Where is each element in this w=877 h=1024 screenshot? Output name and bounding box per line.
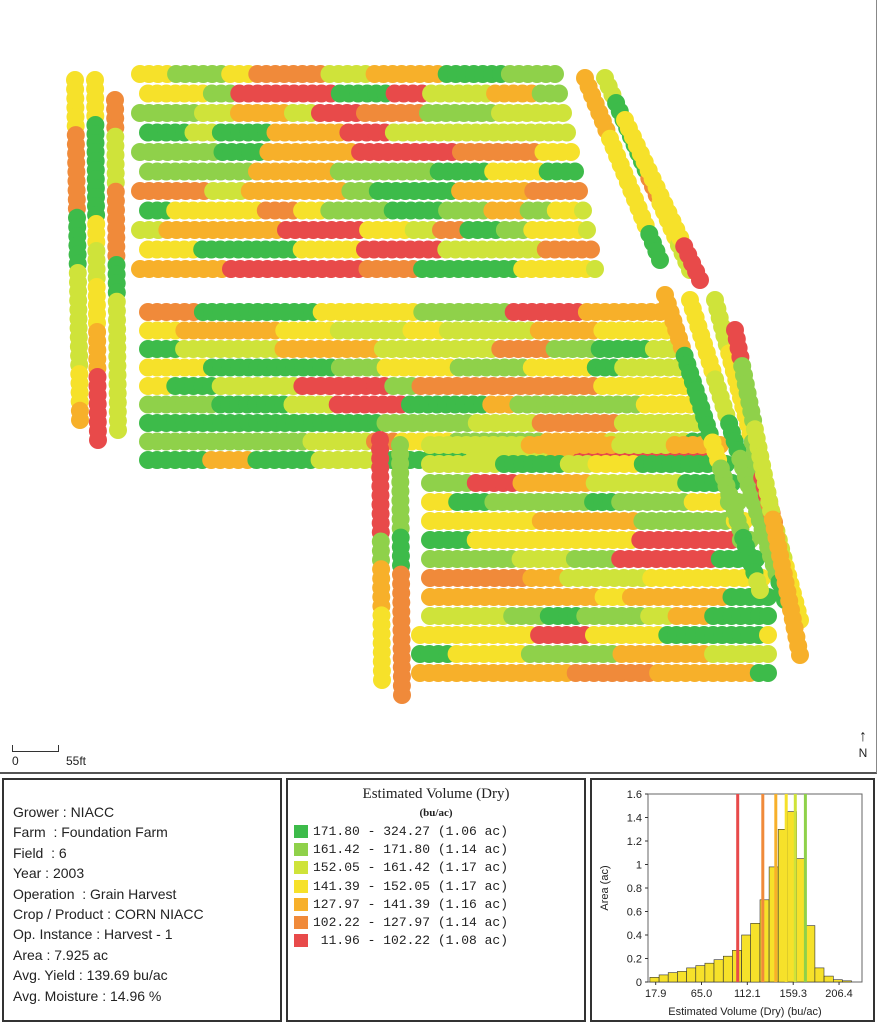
field-info-line: Avg. Moisture : 14.96 %: [13, 987, 162, 1004]
scale-distance-label: 55ft: [66, 754, 87, 768]
field-info-panel: Grower : NIACC Farm : Foundation Farm Fiel…: [2, 778, 282, 1022]
field-info-list: Grower : NIACC Farm : Foundation Farm Fiel…: [13, 802, 204, 1006]
yield-histogram: 0 0.2 0.4 0.6 0.8 1 1.2 1.4 1.6 17.9 65.0 112.1 159.…: [599, 789, 863, 1018]
histogram-bar: [814, 967, 825, 983]
histogram-bar: [667, 972, 678, 983]
histogram-bar: [704, 962, 715, 983]
histogram-bar: [695, 965, 706, 983]
histogram-bar: [677, 971, 687, 983]
x-tick-label: 206.4: [825, 988, 853, 1000]
legend-unit: (bu/ac): [419, 807, 453, 819]
north-label: N: [858, 746, 868, 760]
legend-range: 171.80 - 324.27 (1.06 ac): [313, 823, 509, 839]
y-tick-label: 0.6: [627, 907, 642, 919]
y-tick-label: 0.2: [627, 954, 642, 966]
legend-item: 161.42 - 171.80 (1.14 ac): [294, 840, 508, 858]
legend-title: Estimated Volume (Dry): [362, 786, 510, 802]
legend-item: 11.96 - 102.22 (1.08 ac): [294, 932, 508, 950]
legend-list: 171.80 - 324.27 (1.06 ac) 161.42 - 171.80…: [294, 822, 508, 950]
y-tick-label: 0.4: [627, 930, 642, 942]
scale-bar: [12, 745, 59, 752]
y-axis-label: Area (ac): [599, 865, 611, 910]
y-tick-label: 1.2: [627, 836, 642, 848]
field-info-line: Op. Instance : Harvest - 1: [13, 926, 173, 943]
legend-range: 161.42 - 171.80 (1.14 ac): [313, 841, 509, 857]
legend-swatch: [294, 879, 308, 893]
legend-item: 152.05 - 161.42 (1.17 ac): [294, 859, 508, 877]
legend-swatch: [294, 934, 308, 948]
north-arrow: ↑ N: [856, 728, 870, 760]
field-info-line: Crop / Product : CORN NIACC: [13, 906, 204, 923]
legend-swatch: [294, 824, 308, 838]
y-tick-label: 0.8: [627, 883, 642, 895]
legend-swatch: [294, 861, 308, 875]
field-info-line: Operation : Grain Harvest: [13, 885, 177, 902]
field-info-line: Avg. Yield : 139.69 bu/ac: [13, 967, 168, 984]
histogram-bar: [713, 959, 724, 983]
legend-range: 152.05 - 161.42 (1.17 ac): [313, 860, 509, 876]
north-arrow-icon: ↑: [859, 728, 867, 745]
y-tick-label: 1.4: [627, 813, 642, 825]
x-axis-label: Estimated Volume (Dry) (bu/ac): [668, 1006, 821, 1018]
histogram-bar: [741, 934, 752, 983]
yield-map: [66, 65, 809, 704]
scale-zero-label: 0: [12, 754, 19, 768]
histogram-bar: [649, 977, 660, 983]
legend-range: 141.39 - 152.05 (1.17 ac): [313, 878, 509, 894]
histogram-bar: [823, 975, 834, 983]
yield-map-panel: 0 55ft ↑ N: [0, 0, 877, 774]
harvest-passes: [66, 65, 809, 704]
legend-item: 102.22 - 127.97 (1.14 ac): [294, 913, 508, 931]
y-tick-label: 0: [636, 977, 642, 989]
y-tick-label: 1: [636, 860, 642, 872]
histogram-bar: [833, 979, 843, 983]
x-tick-label: 17.9: [645, 988, 666, 1000]
legend-panel: Estimated Volume (Dry) (bu/ac) 171.80 - …: [286, 778, 586, 1022]
legend-item: 127.97 - 141.39 (1.16 ac): [294, 895, 508, 913]
legend-range: 127.97 - 141.39 (1.16 ac): [313, 896, 509, 912]
x-tick-label: 112.1: [734, 988, 761, 1000]
field-info-line: Year : 2003: [13, 865, 85, 882]
legend-swatch: [294, 842, 308, 856]
legend-swatch: [294, 916, 308, 930]
x-tick-label: 65.0: [691, 988, 712, 1000]
field-info-line: Field : 6: [13, 844, 67, 861]
field-info-line: Grower : NIACC: [13, 804, 115, 820]
field-info-line: Area : 7.925 ac: [13, 946, 108, 963]
histogram-panel: 0 0.2 0.4 0.6 0.8 1 1.2 1.4 1.6 17.9 65.0 112.1 159.…: [590, 778, 875, 1022]
histogram-bar: [686, 967, 696, 983]
legend-range: 102.22 - 127.97 (1.14 ac): [313, 915, 509, 931]
legend-item: 171.80 - 324.27 (1.06 ac): [294, 822, 508, 840]
histogram-bar: [723, 955, 733, 983]
histogram-bar: [805, 925, 816, 983]
legend-item: 141.39 - 152.05 (1.17 ac): [294, 877, 508, 895]
field-info-line: Farm : Foundation Farm: [13, 824, 168, 841]
legend-swatch: [294, 897, 308, 911]
histogram-bar: [750, 923, 761, 983]
x-tick-label: 159.3: [779, 988, 807, 1000]
histogram-bar: [658, 974, 669, 983]
legend-range: 11.96 - 102.22 (1.08 ac): [313, 933, 509, 949]
y-tick-label: 1.6: [627, 789, 642, 801]
histogram-bar: [842, 980, 852, 983]
